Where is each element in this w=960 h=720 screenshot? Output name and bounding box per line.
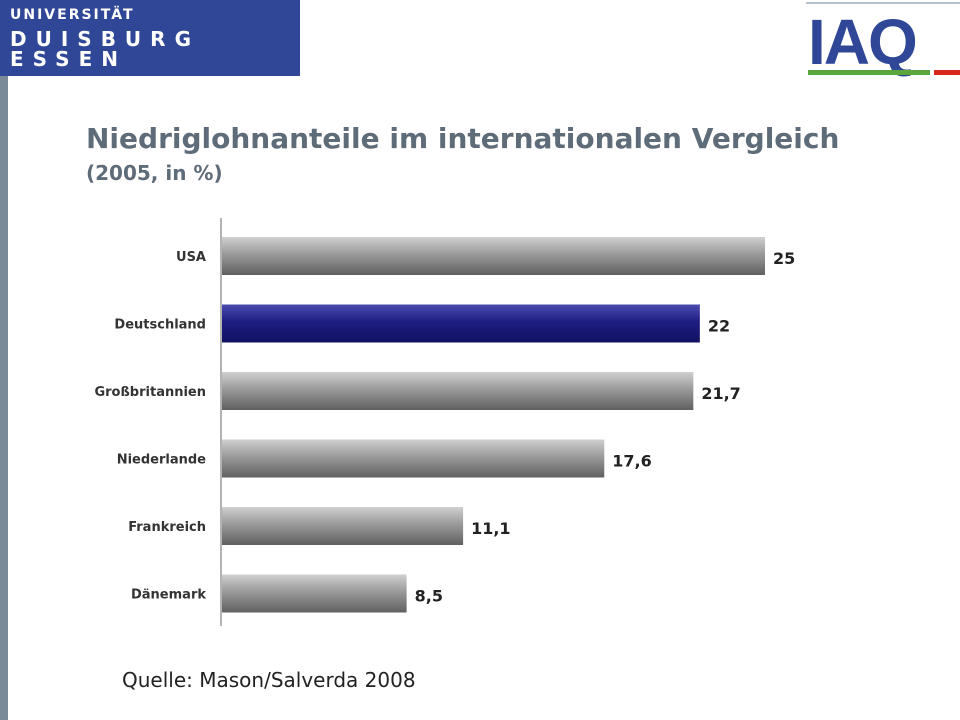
left-accent-rule bbox=[0, 0, 8, 720]
slide-subtitle: (2005, in %) bbox=[86, 161, 223, 185]
bar-1 bbox=[222, 304, 700, 343]
university-logo-line2: DUISBURG bbox=[10, 27, 200, 51]
value-label-5: 8,5 bbox=[415, 587, 443, 606]
slide-title: Niedriglohnanteile im internationalen Ve… bbox=[86, 122, 840, 155]
category-label-5: Dänemark bbox=[131, 588, 206, 603]
iaq-logo: IAQ bbox=[806, 0, 960, 78]
university-logo: UNIVERSITÄT DUISBURG ESSEN bbox=[0, 0, 300, 76]
value-label-0: 25 bbox=[773, 249, 795, 268]
bar-4 bbox=[222, 507, 464, 545]
value-label-4: 11,1 bbox=[471, 519, 510, 538]
bar-3 bbox=[222, 439, 605, 478]
category-label-3: Niederlande bbox=[117, 453, 206, 468]
category-label-0: USA bbox=[176, 250, 206, 265]
bar-5 bbox=[222, 574, 407, 613]
value-label-2: 21,7 bbox=[701, 384, 740, 403]
category-label-1: Deutschland bbox=[114, 318, 206, 333]
iaq-logo-red-stripe bbox=[934, 70, 960, 75]
category-label-2: Großbritannien bbox=[94, 385, 206, 400]
bar-chart: USA 25 Deutschland 22 Großbritannien 21,7 Nied… bbox=[94, 218, 795, 626]
category-label-4: Frankreich bbox=[128, 520, 206, 535]
value-label-3: 17,6 bbox=[612, 452, 651, 471]
bar-2 bbox=[222, 372, 694, 410]
value-label-1: 22 bbox=[708, 317, 730, 336]
iaq-logo-green-stripe bbox=[808, 70, 930, 75]
university-logo-line3: ESSEN bbox=[10, 47, 127, 71]
source-note: Quelle: Mason/Salverda 2008 bbox=[122, 668, 416, 692]
university-logo-line1: UNIVERSITÄT bbox=[10, 7, 135, 23]
bar-0 bbox=[222, 237, 765, 275]
iaq-logo-text: IAQ bbox=[808, 6, 916, 78]
